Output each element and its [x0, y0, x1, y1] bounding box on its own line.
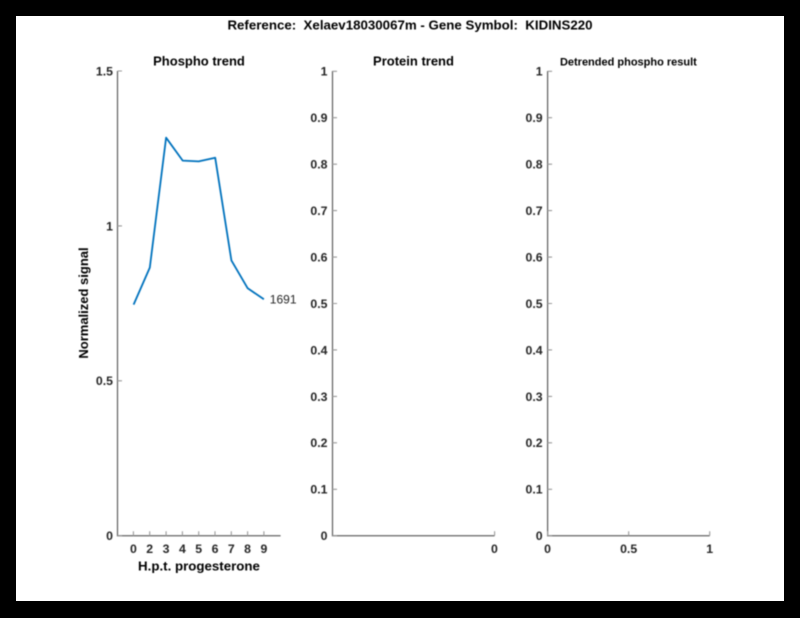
- svg-text:0.2: 0.2: [525, 436, 542, 450]
- svg-text:0.1: 0.1: [525, 483, 542, 497]
- svg-text:0.7: 0.7: [525, 204, 542, 218]
- svg-text:0.6: 0.6: [310, 251, 327, 265]
- svg-text:0.2: 0.2: [310, 436, 327, 450]
- svg-text:0.5: 0.5: [525, 297, 542, 311]
- svg-text:0.4: 0.4: [525, 343, 542, 357]
- svg-text:Normalized signal: Normalized signal: [76, 247, 91, 358]
- svg-text:0: 0: [536, 529, 543, 543]
- svg-text:1: 1: [321, 65, 328, 79]
- svg-text:0.8: 0.8: [525, 158, 542, 172]
- svg-text:1.5: 1.5: [96, 64, 113, 78]
- svg-text:4: 4: [179, 542, 186, 556]
- svg-text:0.4: 0.4: [310, 343, 327, 357]
- svg-text:7: 7: [228, 542, 235, 556]
- svg-text:0.1: 0.1: [310, 483, 327, 497]
- svg-text:0: 0: [106, 529, 113, 543]
- svg-text:0.3: 0.3: [310, 390, 327, 404]
- svg-text:Detrended phospho result: Detrended phospho result: [560, 57, 697, 69]
- svg-text:Protein trend: Protein trend: [373, 53, 454, 68]
- svg-text:0: 0: [491, 542, 498, 556]
- svg-text:0.8: 0.8: [310, 158, 327, 172]
- svg-text:9: 9: [260, 542, 267, 556]
- svg-text:1: 1: [706, 542, 713, 556]
- svg-text:0.5: 0.5: [96, 374, 113, 388]
- svg-text:Phospho trend: Phospho trend: [153, 53, 245, 68]
- svg-text:1691: 1691: [270, 293, 297, 307]
- svg-text:Reference: Xelaev18030067m -: Reference: Xelaev18030067m - Gene Symbol…: [227, 18, 592, 33]
- svg-text:6: 6: [212, 542, 219, 556]
- svg-text:3: 3: [163, 542, 170, 556]
- svg-text:0.6: 0.6: [525, 251, 542, 265]
- svg-text:0.5: 0.5: [310, 297, 327, 311]
- svg-text:H.p.t. progesterone: H.p.t. progesterone: [138, 559, 260, 574]
- svg-text:5: 5: [195, 542, 202, 556]
- svg-text:0: 0: [544, 542, 551, 556]
- svg-text:0.9: 0.9: [310, 111, 327, 125]
- svg-text:0: 0: [321, 529, 328, 543]
- svg-text:0.3: 0.3: [525, 390, 542, 404]
- svg-text:0.9: 0.9: [525, 111, 542, 125]
- svg-text:2: 2: [146, 542, 153, 556]
- svg-text:1: 1: [536, 65, 543, 79]
- svg-text:8: 8: [244, 542, 251, 556]
- svg-text:0.7: 0.7: [310, 204, 327, 218]
- svg-text:0.5: 0.5: [620, 542, 637, 556]
- svg-text:0: 0: [130, 542, 137, 556]
- svg-text:1: 1: [106, 219, 113, 233]
